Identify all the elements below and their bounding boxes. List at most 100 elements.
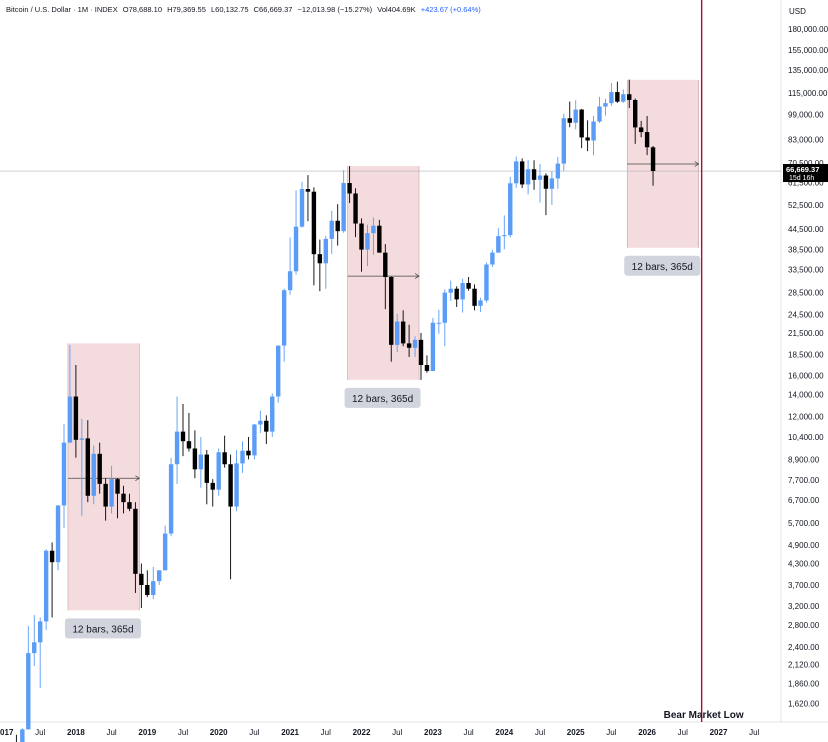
candle-body[interactable] [454,288,459,300]
candle-body[interactable] [85,438,90,496]
candle-body[interactable] [543,175,549,189]
candle-body[interactable] [567,118,572,123]
candle-body[interactable] [365,233,370,250]
candle-body[interactable] [484,264,489,301]
candle-body[interactable] [412,339,418,348]
candle-body[interactable] [73,396,79,440]
candle-body[interactable] [525,169,531,185]
candle-body[interactable] [287,271,293,291]
candle-body[interactable] [258,420,263,425]
candle-body[interactable] [418,339,424,365]
candle-body[interactable] [561,118,566,164]
candle-body[interactable] [305,188,311,192]
candle-body[interactable] [603,103,608,107]
candle-body[interactable] [293,226,299,272]
candle-body[interactable] [478,300,483,306]
candle-body[interactable] [633,99,638,128]
candle-body[interactable] [204,454,209,483]
candle-body[interactable] [353,193,358,224]
candle-body[interactable] [252,424,257,456]
candle-body[interactable] [644,132,650,148]
candle-body[interactable] [627,94,632,100]
candle-body[interactable] [311,191,317,255]
candle-body[interactable] [531,169,537,180]
candle-body[interactable] [406,343,412,348]
candle-body[interactable] [341,183,346,232]
candle-body[interactable] [234,463,239,507]
candle-body[interactable] [448,288,453,293]
candle-body[interactable] [55,505,61,563]
candle-body[interactable] [519,161,525,185]
candle-body[interactable] [139,573,144,585]
candle-body[interactable] [32,642,37,654]
candle-body[interactable] [168,464,174,534]
candle-body[interactable] [490,252,495,265]
candle-body[interactable] [508,183,513,236]
candle-body[interactable] [38,621,43,643]
candle-body[interactable] [61,442,67,506]
candle-body[interactable] [180,431,186,442]
candle-body[interactable] [264,420,269,432]
candle-body[interactable] [109,479,114,507]
candle-body[interactable] [650,147,656,172]
candle-body[interactable] [198,454,204,470]
candle-body[interactable] [621,94,626,102]
candle-body[interactable] [502,235,507,237]
candle-body[interactable] [228,464,233,507]
candle-body[interactable] [67,396,73,443]
candle-body[interactable] [222,452,227,465]
candle-body[interactable] [79,438,85,440]
candle-body[interactable] [91,453,96,496]
candle-body[interactable] [216,452,221,490]
candle-body[interactable] [240,450,245,464]
candle-body[interactable] [555,163,561,179]
candle-body[interactable] [395,321,400,345]
candle-body[interactable] [389,277,394,345]
candle-body[interactable] [585,137,590,141]
candle-body[interactable] [335,220,340,232]
candle-body[interactable] [115,479,120,494]
candle-body[interactable] [281,290,287,346]
candle-body[interactable] [377,225,382,253]
candle-body[interactable] [466,282,471,289]
candle-body[interactable] [597,106,602,122]
symbol-title[interactable]: Bitcoin / U.S. Dollar · 1M · INDEX [6,5,118,14]
candle-body[interactable] [192,448,198,470]
candle-body[interactable] [615,92,620,102]
candle-body[interactable] [299,188,305,227]
candle-body[interactable] [514,161,519,184]
candle-body[interactable] [329,220,334,239]
candle-body[interactable] [347,183,352,194]
candle-body[interactable] [270,396,275,432]
candle-body[interactable] [103,483,108,507]
candle-body[interactable] [424,364,430,371]
candle-body[interactable] [323,238,328,264]
candle-body[interactable] [579,109,584,138]
candle-body[interactable] [371,225,376,234]
candle-body[interactable] [133,508,138,574]
candle-body[interactable] [97,453,102,484]
candle-body[interactable] [317,254,323,264]
candle-body[interactable] [460,282,465,300]
candle-body[interactable] [210,482,215,490]
candle-body[interactable] [246,450,251,456]
candle-body[interactable] [127,502,132,509]
candle-body[interactable] [26,653,31,730]
candle-body[interactable] [145,585,150,596]
candle-body[interactable] [537,175,543,180]
candle-body[interactable] [151,581,156,596]
candle-body[interactable] [549,178,555,189]
candle-body[interactable] [430,322,436,371]
candle-body[interactable] [591,121,596,141]
candle-body[interactable] [638,127,644,133]
candle-body[interactable] [573,109,578,123]
candle-body[interactable] [609,92,614,104]
candle-body[interactable] [20,729,25,742]
candle-body[interactable] [162,533,168,571]
candle-body[interactable] [400,321,406,344]
candle-body[interactable] [436,322,442,324]
candle-body[interactable] [442,292,447,323]
candle-body[interactable] [276,345,281,397]
candle-body[interactable] [496,236,501,253]
